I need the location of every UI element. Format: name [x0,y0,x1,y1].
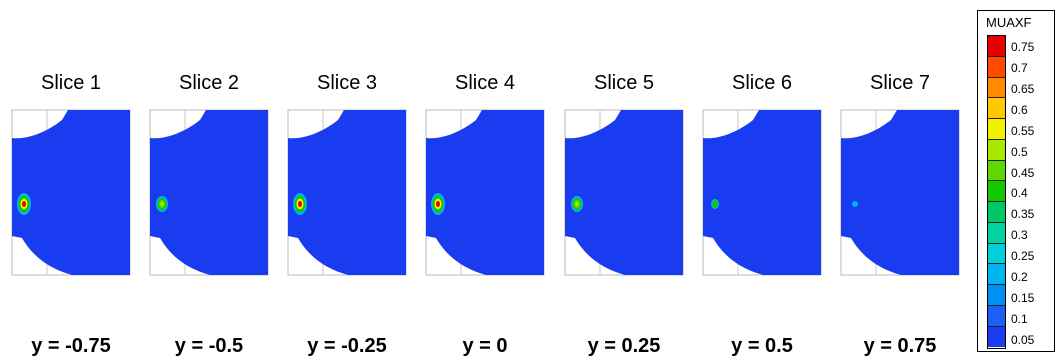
cross-section-shape [426,110,544,275]
hotspot-contour [575,201,579,207]
legend-swatch [988,222,1005,244]
slice-title: Slice 6 [731,72,793,94]
slice-plot [285,100,409,300]
slice-plot-svg [287,109,407,276]
hotspot-contour [436,200,440,208]
cross-section-shape [150,110,268,275]
slice-plot-svg [11,109,131,276]
legend-label: 0.05 [1011,333,1035,347]
slice-plot-svg [149,109,269,276]
hotspot-contour [298,200,302,208]
legend-swatch [988,305,1005,327]
slice-title: Slice 4 [454,72,516,94]
legend-label: 0.3 [1011,228,1028,243]
hotspot-contour [22,200,26,208]
slice-caption: y = -0.25 [307,335,387,357]
hotspot [571,196,583,212]
legend-label: 0.7 [1011,60,1028,75]
hotspot-contour [852,201,858,207]
legend-swatch [988,77,1005,99]
legend-swatch [988,264,1005,285]
legend-label: 0.65 [1011,81,1035,96]
slice-plot-svg [425,109,545,276]
legend-swatch [988,139,1005,161]
slice-plot [700,100,824,300]
legend-title: MUAXF [986,15,1032,30]
legend-label: 0.1 [1011,312,1028,327]
slice-plot-svg [702,109,822,276]
cross-section-shape [703,110,821,275]
legend-swatch [988,202,1005,223]
legend-swatch [988,285,1005,306]
legend-swatch [988,98,1005,119]
legend-label: 0.5 [1011,144,1028,159]
legend-swatch [988,243,1005,265]
legend-label: 0.15 [1011,291,1035,306]
hotspot [156,196,168,212]
hotspot-contour [160,201,164,207]
slice-title: Slice 7 [869,72,931,94]
legend-swatch [988,36,1005,57]
slice-caption: y = 0 [462,335,508,357]
hotspot [431,193,445,215]
cross-section-shape [841,110,959,275]
legend-swatch [988,160,1005,182]
legend-swatch [988,56,1005,78]
legend-swatch [988,181,1005,202]
hotspot [293,193,307,215]
slice-plot-svg [564,109,684,276]
legend-label: 0.4 [1011,186,1028,201]
legend-label: 0.45 [1011,165,1035,180]
slice-caption: y = 0.5 [731,335,793,357]
hotspot [711,199,719,209]
legend-swatch [988,119,1005,140]
cross-section-shape [565,110,683,275]
cross-section-shape [12,110,130,275]
hotspot-contour [712,200,718,208]
slice-title: Slice 3 [316,72,378,94]
slice-plot [562,100,686,300]
slice-caption: y = 0.75 [863,335,937,357]
slice-plot [147,100,271,300]
legend-label: 0.6 [1011,102,1028,117]
legend-color-bar [987,35,1006,349]
legend-swatch [988,326,1005,348]
legend-label: 0.55 [1011,123,1035,138]
cross-section-shape [288,110,406,275]
colorbar-legend: MUAXF 0.75 0.7 0.65 0.6 0.55 0.5 0.45 0.4 0.35 0.… [977,10,1055,352]
slice-caption: y = -0.75 [31,335,111,357]
slice-plot [838,100,962,300]
legend-label: 0.25 [1011,249,1035,264]
slice-plot-svg [840,109,960,276]
legend-label: 0.75 [1011,39,1035,54]
hotspot [17,193,31,215]
legend-label: 0.2 [1011,270,1028,285]
slice-plot [423,100,547,300]
slice-title: Slice 2 [178,72,240,94]
slice-title: Slice 5 [593,72,655,94]
slice-title: Slice 1 [40,72,102,94]
legend-label: 0.35 [1011,207,1035,222]
slice-caption: y = -0.5 [174,335,244,357]
hotspot [852,201,858,207]
slice-caption: y = 0.25 [587,335,661,357]
slice-plot [9,100,133,300]
